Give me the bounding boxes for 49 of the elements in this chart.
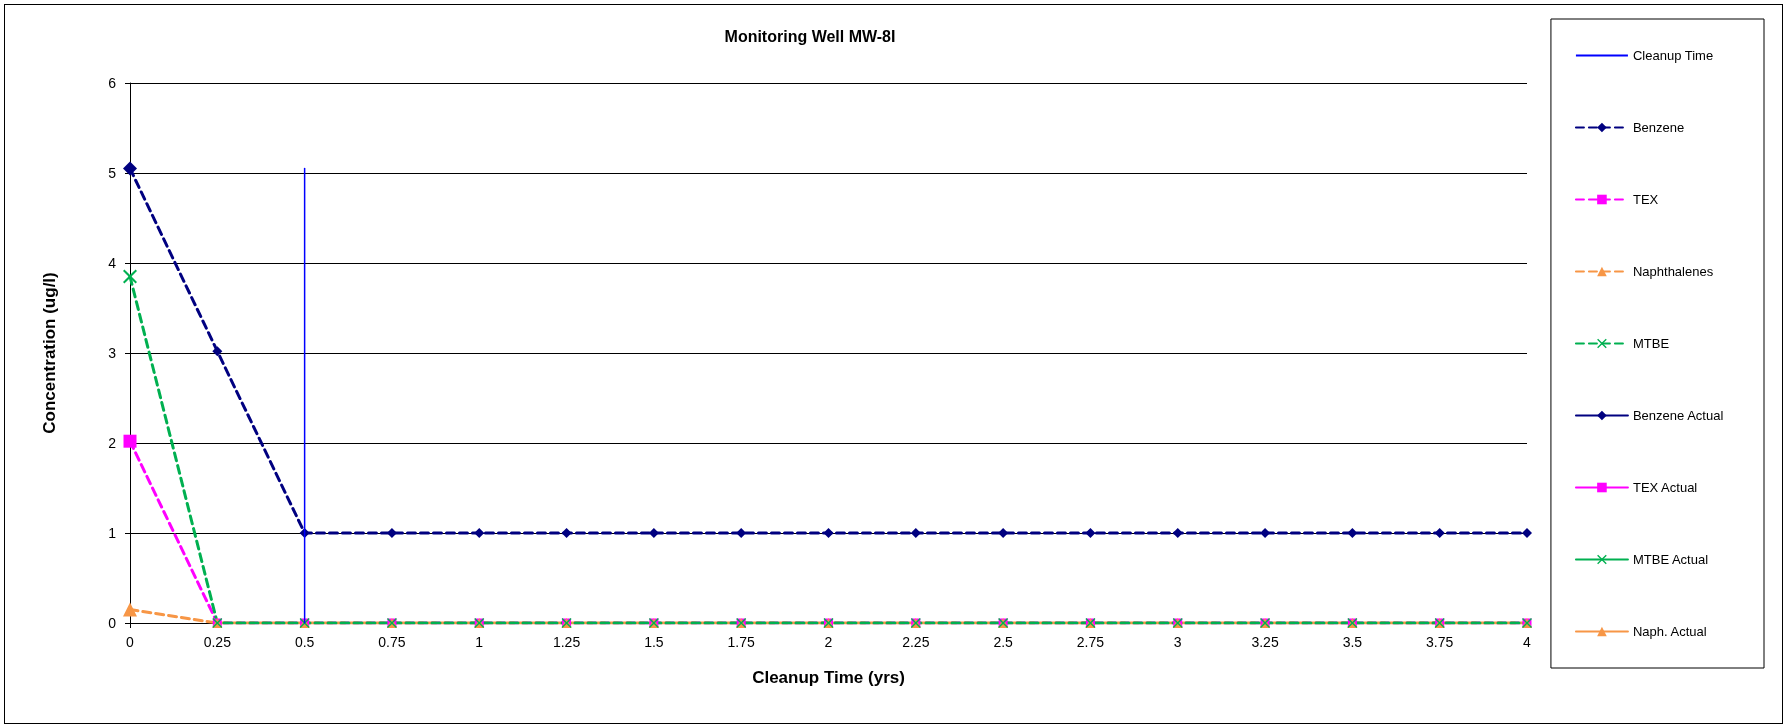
x-tick-label: 4 bbox=[1523, 634, 1532, 650]
y-tick-label: 3 bbox=[108, 345, 117, 361]
x-tick-label: 2 bbox=[824, 634, 833, 650]
x-tick-label: 1 bbox=[475, 634, 484, 650]
y-tick-label: 2 bbox=[108, 435, 117, 451]
x-tick-label: 0.5 bbox=[294, 634, 315, 650]
point bbox=[1522, 528, 1532, 538]
y-tick-label: 1 bbox=[108, 525, 117, 541]
y-tick-label: 5 bbox=[108, 165, 117, 181]
x-tick-label: 1.5 bbox=[644, 634, 664, 650]
y-tick-label: 0 bbox=[108, 615, 117, 631]
point bbox=[123, 161, 137, 176]
chart-title: Monitoring Well MW-8I bbox=[724, 27, 896, 45]
legend-label: TEX bbox=[1632, 192, 1659, 207]
point bbox=[823, 528, 834, 538]
legend-label: MTBE Actual bbox=[1632, 552, 1709, 567]
x-tick-label: 2.25 bbox=[902, 634, 930, 650]
point bbox=[474, 528, 485, 538]
x-tick-label: 1.75 bbox=[727, 634, 756, 650]
x-tick-label: 2.5 bbox=[993, 634, 1014, 650]
point bbox=[1434, 528, 1445, 538]
x-tick-label: 0.25 bbox=[203, 634, 232, 650]
point bbox=[123, 434, 137, 448]
legend-label: TEX Actual bbox=[1632, 480, 1698, 495]
x-tick-label: 3.25 bbox=[1251, 634, 1279, 650]
point bbox=[1347, 528, 1358, 538]
point bbox=[1085, 528, 1096, 538]
legend-label: Benzene Actual bbox=[1632, 408, 1724, 423]
x-tick-label: 0 bbox=[126, 634, 135, 650]
x-tick-label: 3.75 bbox=[1426, 634, 1454, 650]
point bbox=[212, 346, 223, 357]
point bbox=[1172, 528, 1183, 538]
point bbox=[123, 602, 137, 617]
x-tick-label: 1.25 bbox=[552, 634, 581, 650]
x-tick-label: 3 bbox=[1173, 634, 1182, 650]
legend-label: Cleanup Time bbox=[1632, 48, 1714, 63]
x-tick-label: 3.5 bbox=[1342, 634, 1363, 650]
x-tick-label: 2.75 bbox=[1076, 634, 1105, 650]
legend-label: Naph. Actual bbox=[1632, 624, 1707, 639]
y-axis-title: Concentration (ug/l) bbox=[40, 272, 59, 434]
x-tick-label: 0.75 bbox=[378, 634, 406, 650]
point bbox=[910, 528, 921, 538]
legend-label: MTBE bbox=[1632, 336, 1670, 351]
y-tick-label: 4 bbox=[108, 255, 117, 271]
point bbox=[561, 528, 572, 538]
x-axis-title: Cleanup Time (yrs) bbox=[752, 668, 905, 687]
legend-label: Naphthalenes bbox=[1632, 264, 1714, 279]
y-tick-label: 6 bbox=[108, 75, 117, 91]
legend-label: Benzene bbox=[1632, 120, 1685, 135]
